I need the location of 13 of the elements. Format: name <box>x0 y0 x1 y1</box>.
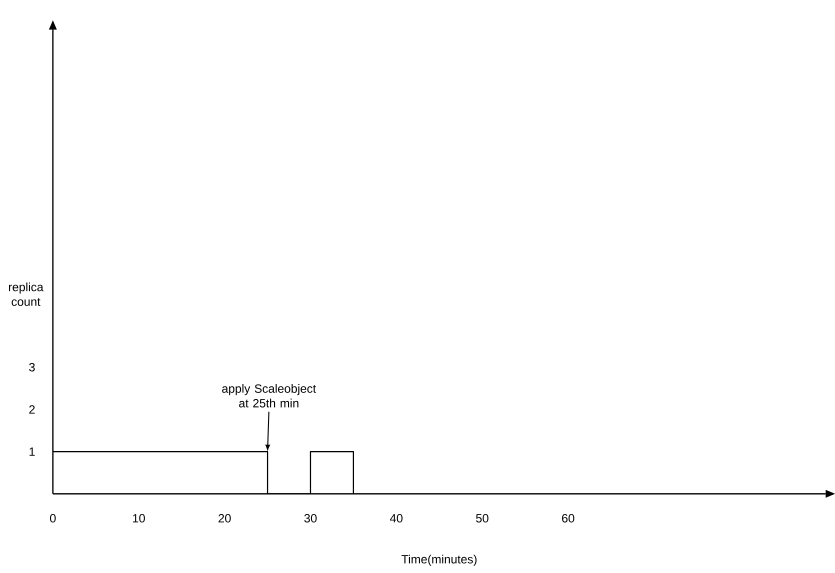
x-axis-title: Time(minutes) <box>402 554 477 566</box>
y-tick-label: 2 <box>29 405 35 414</box>
x-tick-label: 50 <box>476 514 488 523</box>
y-axis-title: replica count <box>8 282 44 306</box>
x-tick-label: 30 <box>304 514 317 523</box>
x-tick-label: 10 <box>133 514 145 523</box>
x-tick-label: 40 <box>390 514 403 523</box>
x-tick-label: 60 <box>562 514 574 523</box>
y-tick-label: 1 <box>30 448 35 456</box>
y-tick-label: 3 <box>29 363 35 372</box>
x-tick-label: 0 <box>50 514 56 523</box>
annotation: apply Scaleobject at 25th min <box>222 384 316 408</box>
x-tick-label: 20 <box>218 514 231 523</box>
